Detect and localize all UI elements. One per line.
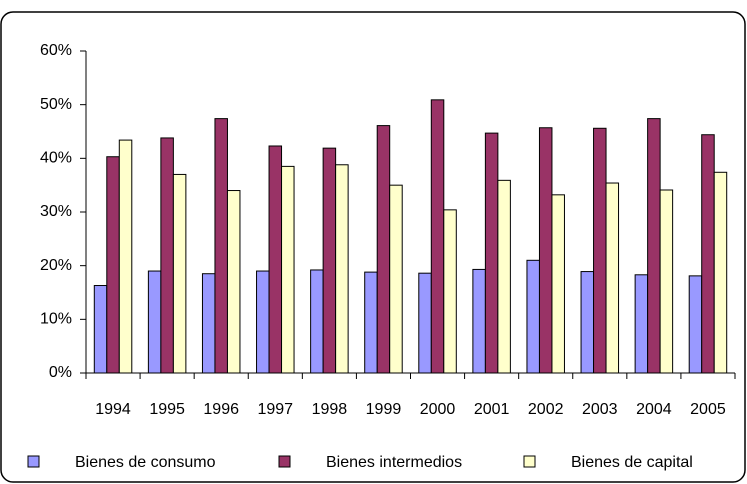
bar [701,134,715,374]
bar [118,139,133,374]
bar [172,173,187,374]
bar [551,194,565,374]
bar [147,270,162,374]
bar [497,179,511,374]
bar [647,118,661,374]
legend-label: Bienes de consumo [75,454,216,471]
bar [538,127,553,374]
bar [443,209,457,374]
y-tick-label: 10% [40,311,72,328]
bar [106,156,120,374]
bar [214,118,228,374]
legend-label: Bienes de capital [571,454,693,471]
x-tick-label: 2000 [420,401,456,418]
x-tick-label: 1994 [95,401,131,418]
bar [526,259,540,374]
bar [484,132,499,374]
legend-swatch [27,455,40,468]
bar [593,127,607,374]
x-tick-label: 2001 [474,401,510,418]
bar [418,272,432,374]
bar [256,270,270,374]
bar [310,269,324,374]
bar [389,184,403,374]
bar [472,268,486,374]
bar [268,145,283,374]
x-tick-label: 1998 [312,401,348,418]
bar [605,182,620,374]
bar [430,99,445,374]
x-tick-label: 1997 [257,401,293,418]
bar [281,165,295,374]
y-tick-label: 40% [40,150,72,167]
x-tick-label: 1996 [203,401,239,418]
x-tick-label: 2002 [528,401,564,418]
legend-label: Bienes intermedios [326,454,462,471]
x-tick-label: 2003 [582,401,618,418]
bar [226,190,241,374]
x-tick-label: 2005 [690,401,726,418]
bar [335,164,349,374]
bar [634,274,649,374]
x-tick-label: 1999 [366,401,402,418]
legend-swatch [278,455,291,468]
bar [201,273,216,374]
bar [364,271,378,374]
x-tick-label: 2004 [636,401,672,418]
bar [160,137,174,374]
bar [688,275,703,374]
x-tick-label: 1995 [149,401,185,418]
y-tick-label: 50% [40,96,72,113]
legend-swatch [523,455,536,468]
bar [713,171,728,374]
bar [659,189,674,374]
bar [322,147,337,374]
y-tick-label: 0% [49,364,72,381]
y-tick-label: 60% [40,42,72,59]
bar [580,271,595,374]
y-tick-label: 30% [40,203,72,220]
y-tick-label: 20% [40,257,72,274]
bar [93,285,108,374]
bar [376,125,391,374]
